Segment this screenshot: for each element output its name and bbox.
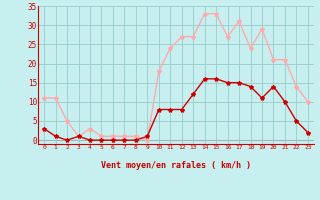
X-axis label: Vent moyen/en rafales ( km/h ): Vent moyen/en rafales ( km/h ): [101, 161, 251, 170]
